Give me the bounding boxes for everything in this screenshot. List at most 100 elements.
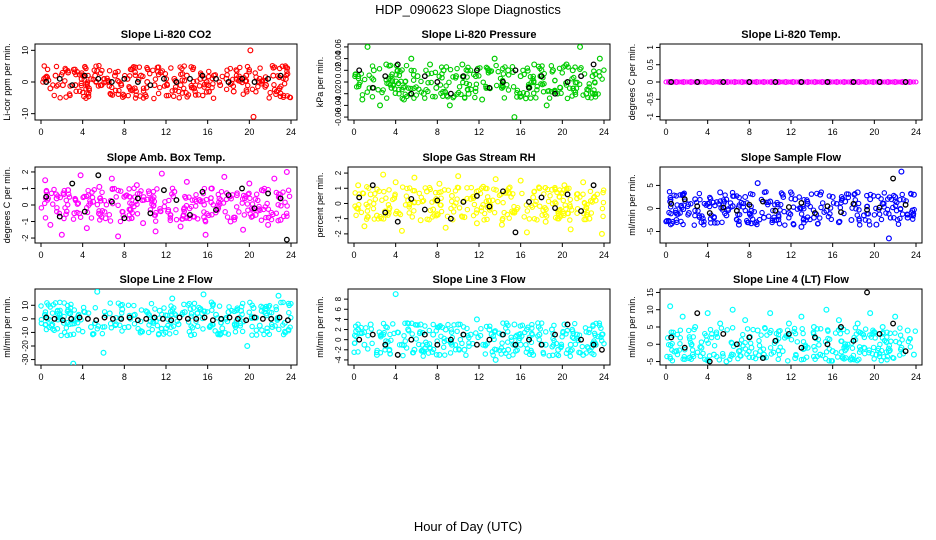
cloud-point [742, 346, 749, 352]
mean-point [512, 67, 519, 74]
mean-point [95, 172, 102, 179]
slope-point [118, 82, 125, 89]
slope-point [96, 183, 103, 190]
slope-point [461, 214, 468, 221]
slope-point [710, 351, 717, 358]
slope-point [835, 219, 842, 226]
mean-point [51, 315, 58, 322]
slope-point [679, 191, 686, 198]
cloud-point [722, 192, 728, 198]
mean-point [447, 336, 454, 343]
slope-point [131, 311, 138, 318]
cloud-point [765, 213, 772, 220]
slope-point [138, 72, 145, 79]
cloud-point [530, 76, 536, 82]
slope-point [523, 90, 530, 97]
cloud-point [280, 92, 287, 99]
cloud-point [162, 312, 169, 318]
y-tick-label: 0 [646, 79, 655, 84]
cloud-point [464, 325, 470, 332]
cloud-point [253, 89, 259, 95]
cloud-point [402, 320, 408, 327]
cloud-point [520, 90, 527, 96]
slope-point [779, 191, 786, 198]
cloud-point [596, 68, 602, 75]
cloud-point [265, 304, 272, 310]
cloud-point [558, 343, 565, 349]
mean-point [225, 192, 232, 199]
cloud-point [663, 218, 669, 225]
cloud-point [419, 198, 426, 205]
cloud-point [677, 327, 684, 333]
cloud-point [226, 304, 232, 310]
slope-point [111, 72, 118, 79]
cloud-point [495, 68, 501, 75]
mean-point [798, 344, 805, 351]
mean-point [160, 75, 167, 82]
slope-point [276, 85, 283, 92]
cloud-point [202, 217, 208, 224]
cloud-point [587, 188, 594, 195]
y-tick-label: -10 [21, 107, 30, 119]
cloud-point [508, 194, 514, 200]
cloud-point [552, 199, 558, 205]
cloud-point [533, 95, 539, 101]
cloud-point [481, 210, 488, 217]
cloud-point [56, 210, 63, 217]
cloud-point [899, 191, 905, 198]
cloud-point [697, 353, 704, 360]
cloud-point [692, 212, 698, 219]
cloud-point [428, 79, 434, 86]
x-tick-label: 16 [203, 127, 213, 137]
slope-point [177, 223, 184, 230]
cloud-point [404, 185, 410, 192]
cloud-point [59, 69, 66, 76]
cloud-point [897, 332, 904, 338]
slope-point [567, 341, 574, 348]
y-tick-label: 0 [646, 206, 655, 211]
slope-point [144, 309, 151, 316]
slope-point [760, 214, 767, 221]
cloud-point [405, 85, 412, 91]
slope-point [398, 227, 405, 234]
cloud-point [66, 91, 73, 97]
cloud-point [563, 206, 569, 212]
x-tick-label: 12 [786, 372, 796, 382]
cloud-point [798, 211, 805, 217]
cloud-point [899, 211, 906, 217]
slope-point [361, 223, 368, 230]
cloud-point [744, 326, 751, 332]
cloud-point [361, 76, 368, 83]
cloud-point [285, 187, 292, 194]
mean-point [251, 79, 258, 85]
cloud-point [239, 196, 246, 202]
cloud-point [383, 95, 390, 101]
mean-point [277, 72, 284, 79]
mean-point [824, 79, 831, 85]
cloud-point [884, 357, 890, 363]
x-tick-label: 16 [203, 372, 213, 382]
cloud-point [448, 198, 455, 205]
slope-point [67, 310, 74, 317]
slope-point [870, 78, 877, 85]
y-tick-label: -0.06 [334, 107, 343, 126]
slope-point [792, 196, 799, 203]
cloud-point [886, 211, 892, 217]
y-tick-label: -1 [646, 112, 655, 120]
cloud-point [84, 209, 91, 216]
plot-area [40, 47, 294, 120]
cloud-point [140, 194, 147, 200]
mean-point [486, 84, 493, 91]
cloud-point [433, 351, 440, 358]
slope-point [436, 180, 443, 187]
cloud-point [448, 326, 454, 333]
slope-point [586, 326, 593, 333]
cloud-point [441, 338, 448, 345]
slope-point [753, 78, 760, 85]
cloud-point [435, 324, 442, 331]
cloud-point [277, 191, 284, 198]
y-tick-label: 0 [334, 201, 343, 206]
cloud-point [888, 338, 894, 344]
slope-point [862, 78, 869, 85]
cloud-point [119, 208, 125, 215]
